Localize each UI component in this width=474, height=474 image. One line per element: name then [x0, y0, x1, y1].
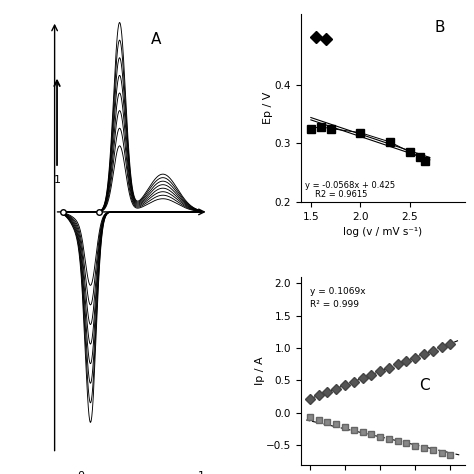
Text: A: A: [150, 32, 161, 47]
Text: 1: 1: [198, 471, 205, 474]
Text: R2 = 0.9615: R2 = 0.9615: [315, 190, 367, 199]
Text: R² = 0.999: R² = 0.999: [310, 300, 359, 309]
Text: B: B: [435, 20, 445, 35]
X-axis label: log (v / mV s⁻¹): log (v / mV s⁻¹): [343, 227, 422, 237]
Text: 1: 1: [54, 174, 61, 184]
Y-axis label: Ip / A: Ip / A: [255, 356, 264, 385]
Text: 0: 0: [78, 471, 84, 474]
Y-axis label: Ep / V: Ep / V: [264, 92, 273, 124]
Text: y = -0.0568x + 0.425: y = -0.0568x + 0.425: [305, 181, 395, 190]
Text: C: C: [419, 378, 429, 393]
Text: y = 0.1069x: y = 0.1069x: [310, 287, 365, 296]
